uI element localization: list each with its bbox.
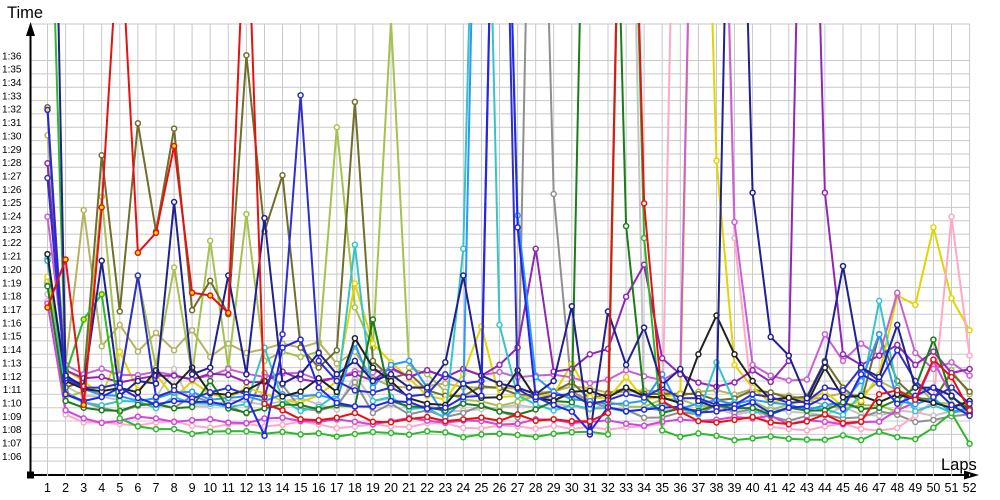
svg-text:36: 36 [673, 481, 687, 495]
svg-text:12: 12 [239, 481, 253, 495]
svg-text:1:34: 1:34 [2, 78, 22, 89]
svg-text:29: 29 [547, 481, 561, 495]
svg-text:1:18: 1:18 [2, 292, 22, 303]
svg-text:20: 20 [384, 481, 398, 495]
svg-text:23: 23 [438, 481, 452, 495]
svg-text:1:13: 1:13 [2, 358, 22, 369]
svg-text:11: 11 [222, 481, 235, 495]
svg-text:48: 48 [890, 481, 904, 495]
svg-text:18: 18 [348, 481, 362, 495]
svg-text:33: 33 [619, 481, 633, 495]
svg-text:7: 7 [153, 481, 160, 495]
svg-text:1:29: 1:29 [2, 145, 22, 156]
svg-text:35: 35 [655, 481, 669, 495]
svg-text:50: 50 [926, 481, 940, 495]
svg-text:1:17: 1:17 [2, 305, 22, 316]
svg-text:1:14: 1:14 [2, 345, 22, 356]
svg-text:4: 4 [98, 481, 105, 495]
svg-text:1:10: 1:10 [2, 399, 22, 410]
svg-text:1:06: 1:06 [2, 452, 22, 463]
svg-text:34: 34 [637, 481, 651, 495]
svg-text:41: 41 [764, 481, 778, 495]
svg-text:16: 16 [312, 481, 326, 495]
svg-text:3: 3 [80, 481, 87, 495]
svg-text:6: 6 [134, 481, 141, 495]
svg-text:1:35: 1:35 [2, 65, 22, 76]
svg-text:1:33: 1:33 [2, 91, 22, 102]
svg-text:1:16: 1:16 [2, 318, 22, 329]
svg-text:27: 27 [511, 481, 525, 495]
svg-text:1:09: 1:09 [2, 412, 22, 423]
svg-text:26: 26 [493, 481, 507, 495]
svg-text:1:19: 1:19 [2, 278, 22, 289]
svg-text:1:26: 1:26 [2, 185, 22, 196]
svg-text:38: 38 [710, 481, 724, 495]
svg-text:1:28: 1:28 [2, 158, 22, 169]
svg-text:22: 22 [420, 481, 434, 495]
svg-text:1:21: 1:21 [2, 252, 22, 263]
svg-text:30: 30 [565, 481, 579, 495]
svg-text:17: 17 [330, 481, 344, 495]
svg-text:21: 21 [402, 481, 416, 495]
svg-text:2: 2 [62, 481, 69, 495]
svg-text:9: 9 [189, 481, 196, 495]
svg-text:49: 49 [908, 481, 922, 495]
svg-text:1:15: 1:15 [2, 332, 22, 343]
svg-text:1:30: 1:30 [2, 131, 22, 142]
svg-text:1:08: 1:08 [2, 425, 22, 436]
svg-text:10: 10 [203, 481, 217, 495]
svg-text:25: 25 [474, 481, 488, 495]
svg-text:13: 13 [258, 481, 272, 495]
svg-text:42: 42 [782, 481, 796, 495]
svg-text:28: 28 [529, 481, 543, 495]
svg-text:8: 8 [171, 481, 178, 495]
svg-text:1:24: 1:24 [2, 212, 22, 223]
svg-text:14: 14 [276, 481, 290, 495]
svg-text:1:20: 1:20 [2, 265, 22, 276]
svg-text:1:25: 1:25 [2, 198, 22, 209]
svg-text:24: 24 [456, 481, 470, 495]
svg-text:Laps: Laps [941, 456, 977, 474]
svg-text:5: 5 [116, 481, 123, 495]
svg-text:51: 51 [945, 481, 959, 495]
svg-text:1:07: 1:07 [2, 439, 22, 450]
svg-text:44: 44 [818, 481, 832, 495]
svg-text:15: 15 [294, 481, 308, 495]
svg-text:1:27: 1:27 [2, 172, 22, 183]
svg-text:52: 52 [963, 481, 977, 495]
svg-text:45: 45 [836, 481, 850, 495]
svg-text:37: 37 [691, 481, 705, 495]
svg-text:Time: Time [7, 4, 43, 22]
svg-text:31: 31 [583, 481, 597, 495]
svg-text:1:23: 1:23 [2, 225, 22, 236]
svg-text:40: 40 [746, 481, 760, 495]
svg-text:1:32: 1:32 [2, 105, 22, 116]
svg-text:1:11: 1:11 [3, 385, 22, 396]
svg-text:46: 46 [854, 481, 868, 495]
svg-text:1:22: 1:22 [2, 238, 22, 249]
svg-text:1: 1 [44, 481, 51, 495]
svg-text:1:12: 1:12 [2, 372, 22, 383]
svg-text:1:36: 1:36 [2, 51, 22, 62]
svg-text:19: 19 [366, 481, 380, 495]
svg-text:32: 32 [601, 481, 615, 495]
svg-text:1:31: 1:31 [2, 118, 22, 129]
svg-text:43: 43 [800, 481, 814, 495]
svg-text:47: 47 [872, 481, 886, 495]
svg-text:39: 39 [728, 481, 742, 495]
